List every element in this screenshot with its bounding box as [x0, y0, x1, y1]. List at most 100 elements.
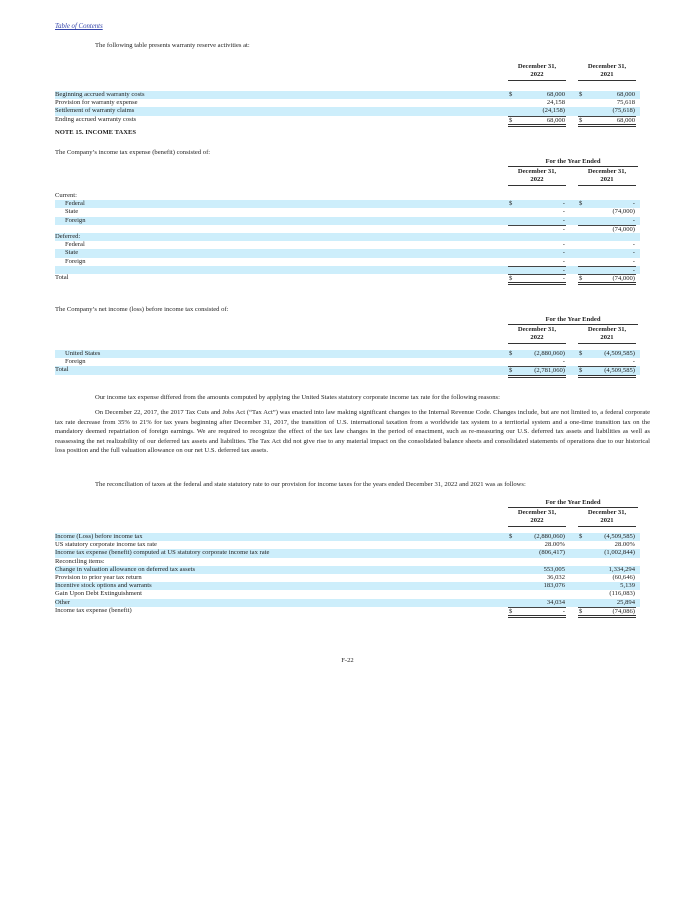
row-value: (60,646) [612, 573, 635, 581]
table-row: Income tax expense (benefit) $ - $ (74,086) [55, 606, 640, 619]
dollar-sign: $ [579, 200, 583, 208]
value-cell: (1,002,844) [578, 549, 636, 557]
row-value: - [562, 266, 565, 274]
value-cell: - [508, 241, 566, 249]
row-value: 24,158 [546, 99, 565, 107]
row-value: 68,000 [616, 116, 635, 124]
dollar-sign: $ [579, 274, 583, 282]
row-value: (2,880,060) [534, 350, 565, 357]
value-cell: $ - [508, 200, 566, 208]
row-label: Settlement of warranty claims [55, 107, 135, 115]
row-value: 68,000 [616, 91, 635, 98]
row-label: Income tax expense (benefit) [55, 606, 132, 614]
value-cell: - [578, 217, 636, 225]
value-cell: (806,417) [508, 549, 566, 557]
row-label: Current: [55, 192, 77, 199]
column-header-date: December 31, [517, 326, 557, 333]
row-label: Total [55, 366, 69, 374]
row-value: - [562, 200, 565, 208]
table-header: For the Year Ended December 31, 2022 Decemb… [55, 158, 640, 192]
value-cell: $ (2,880,060) [508, 533, 566, 541]
column-header-year: 2021 [600, 334, 614, 341]
value-cell: $68,000 [508, 91, 566, 99]
dollar-sign: $ [509, 274, 513, 282]
dollar-sign: $ [509, 350, 513, 357]
row-value: - [632, 257, 635, 265]
table-row: Beginning accrued warranty costs $68,000 $… [55, 91, 640, 100]
row-value: (2,880,060) [534, 533, 565, 540]
row-label: Foreign [65, 216, 86, 224]
table-row: Gain Upon Debt Extinguishment (116,083) [55, 590, 640, 598]
dollar-sign: $ [579, 367, 583, 375]
value-cell: (75,618) [578, 107, 636, 115]
row-value: - [632, 241, 635, 249]
table-row: Foreign - - [55, 358, 640, 366]
table-row: US statutory corporate income tax rate 28… [55, 541, 640, 549]
value-cell: $ (4,509,585) [578, 350, 636, 358]
row-label: State [65, 208, 79, 216]
row-value: 68,000 [546, 116, 565, 124]
table-row: Settlement of warranty claims (24,158) (75… [55, 107, 640, 116]
value-cell: 75,618 [578, 99, 636, 107]
header-span: For the Year Ended [508, 316, 638, 325]
table-row: United States $ (2,880,060) $ (4,509,585) [55, 350, 640, 359]
value-cell [508, 233, 566, 241]
value-cell: $ (74,000) [578, 273, 636, 286]
row-label: Other [55, 598, 71, 606]
table-row: Incentive stock options and warrants 183,… [55, 582, 640, 591]
row-label: Deferred: [55, 232, 81, 240]
row-value: 75,618 [616, 99, 635, 107]
row-label: Foreign [65, 257, 86, 265]
value-cell: (116,083) [578, 590, 636, 598]
value-cell: - [508, 358, 566, 366]
paragraph-tax-act: On December 22, 2017, the 2017 Tax Cuts … [55, 409, 650, 455]
table-row: Federal $ - $ - [55, 200, 640, 209]
table-row: Income tax expense (benefit) computed at… [55, 549, 640, 558]
row-value: 28.00% [544, 541, 565, 549]
value-cell: - [508, 208, 566, 216]
dollar-sign: $ [509, 200, 513, 208]
table-row: Total $ - $ (74,000) [55, 273, 640, 286]
row-label: Provision for warranty expense [55, 99, 138, 107]
table-row: Provision for warranty expense 24,158 75,6… [55, 99, 640, 107]
value-cell [508, 192, 566, 200]
row-value: 68,000 [546, 91, 565, 98]
dollar-sign: $ [579, 91, 583, 98]
row-value: (806,417) [539, 549, 565, 557]
dollar-sign: $ [509, 91, 513, 98]
row-value: (116,083) [609, 590, 635, 598]
value-cell [508, 558, 566, 566]
row-value: (24,158) [542, 107, 565, 115]
row-value: 34,034 [546, 598, 565, 606]
column-header: December 31, 2021 [578, 509, 636, 527]
column-header-year: 2021 [600, 517, 614, 524]
row-label: Income tax expense (benefit) computed at… [55, 549, 270, 557]
value-cell: 5,139 [578, 582, 636, 590]
value-cell [578, 233, 636, 241]
row-label: United States [65, 350, 101, 357]
column-header: December 31, 2022 [508, 63, 566, 81]
value-cell: (24,158) [508, 107, 566, 115]
header-span: For the Year Ended [508, 158, 638, 167]
table-row: Foreign - - [55, 258, 640, 266]
table-of-contents-link[interactable]: Table of Contents [55, 23, 103, 30]
row-value: - [562, 216, 565, 224]
value-cell: - [578, 265, 636, 275]
value-cell [578, 192, 636, 200]
value-cell: $ - [508, 606, 566, 619]
value-cell: - [508, 258, 566, 266]
table-row: Provision to prior year tax return 36,032… [55, 574, 640, 582]
dollar-sign: $ [509, 533, 513, 540]
row-value: - [562, 358, 565, 366]
row-value: 553,005 [543, 565, 565, 573]
row-value: 1,334,294 [608, 565, 635, 573]
row-value: (74,086) [612, 607, 635, 615]
row-label: State [65, 249, 79, 257]
value-cell: (60,646) [578, 574, 636, 582]
column-header: December 31, 2022 [508, 168, 566, 186]
column-header-date: December 31, [517, 168, 557, 175]
column-header-date: December 31, [587, 326, 627, 333]
row-label: Federal [65, 241, 85, 249]
pretax-income-table: For the Year Ended December 31, 2022 Decemb… [55, 316, 640, 378]
row-label: US statutory corporate income tax rate [55, 541, 157, 549]
